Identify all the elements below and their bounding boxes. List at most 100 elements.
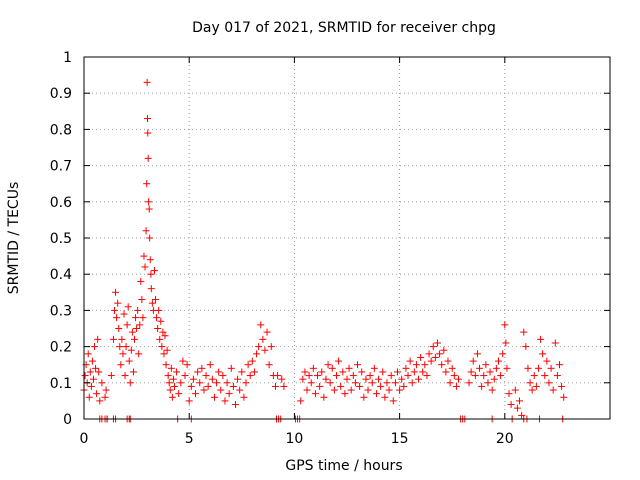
x-tick-label: 15: [391, 431, 409, 447]
data-point: [246, 372, 254, 380]
data-point: [215, 368, 223, 376]
data-point: [404, 372, 412, 380]
data-point: [96, 397, 104, 405]
data-point: [436, 350, 444, 358]
data-point: [516, 397, 524, 405]
data-point: [511, 386, 519, 394]
data-point: [148, 299, 156, 307]
axis-ticks: [83, 56, 610, 420]
data-point: [349, 372, 357, 380]
data-point: [299, 375, 307, 383]
y-tick-label: 0.5: [50, 231, 72, 247]
data-point: [219, 372, 227, 380]
data-point: [362, 375, 370, 383]
data-point: [198, 364, 206, 372]
data-point: [166, 386, 174, 394]
data-point: [223, 379, 231, 387]
data-point: [107, 372, 115, 380]
data-point: [156, 335, 164, 343]
data-point: [465, 379, 473, 387]
data-point: [127, 346, 135, 354]
data-point: [530, 372, 538, 380]
data-point: [120, 310, 128, 318]
data-point: [467, 368, 475, 376]
data-point: [423, 372, 431, 380]
data-point: [112, 288, 120, 296]
data-point: [227, 364, 235, 372]
data-point: [280, 382, 288, 390]
data-point: [124, 303, 132, 311]
data-point: [351, 379, 359, 387]
data-point: [419, 368, 427, 376]
data-point: [537, 335, 545, 343]
data-point: [81, 372, 89, 380]
data-point: [126, 379, 134, 387]
data-point: [179, 357, 187, 365]
data-point: [109, 335, 117, 343]
data-point: [366, 372, 374, 380]
data-point: [101, 393, 109, 401]
data-point: [118, 335, 126, 343]
data-point: [311, 390, 319, 398]
data-point: [168, 393, 176, 401]
data-point: [139, 314, 147, 322]
data-point: [150, 267, 158, 275]
data-point: [271, 382, 279, 390]
data-point: [518, 411, 526, 419]
data-point: [417, 353, 425, 361]
data-point: [95, 368, 103, 376]
data-point: [196, 379, 204, 387]
data-point: [137, 277, 145, 285]
data-point: [221, 397, 229, 405]
data-point: [194, 368, 202, 376]
data-point: [532, 382, 540, 390]
data-point: [138, 296, 146, 304]
data-point: [502, 339, 510, 347]
data-point: [231, 401, 239, 409]
data-point: [134, 306, 142, 314]
data-point: [84, 350, 92, 358]
data-point: [116, 343, 124, 351]
x-tick-label: 20: [496, 431, 514, 447]
data-point: [406, 357, 414, 365]
data-point: [165, 379, 173, 387]
y-tick-label: 0.8: [50, 122, 72, 138]
data-point: [360, 393, 368, 401]
data-point: [478, 382, 486, 390]
data-point: [476, 364, 484, 372]
data-point: [169, 375, 177, 383]
data-point: [234, 375, 242, 383]
data-point: [480, 372, 488, 380]
data-point: [513, 404, 521, 412]
data-point: [400, 382, 408, 390]
data-point: [372, 390, 380, 398]
data-point: [202, 372, 210, 380]
data-point: [505, 390, 513, 398]
data-point: [484, 379, 492, 387]
data-point: [398, 375, 406, 383]
data-point: [189, 375, 197, 383]
data-point: [534, 364, 542, 372]
data-point: [391, 379, 399, 387]
data-point: [488, 386, 496, 394]
x-axis-title: GPS time / hours: [285, 458, 402, 474]
data-point: [547, 364, 555, 372]
data-point: [263, 328, 271, 336]
y-tick-label: 0.7: [50, 159, 72, 175]
data-point: [318, 368, 326, 376]
data-point: [358, 368, 366, 376]
data-point: [558, 382, 566, 390]
data-point: [438, 361, 446, 369]
data-point: [162, 361, 170, 369]
data-point: [377, 382, 385, 390]
data-point: [442, 368, 450, 376]
data-point: [161, 332, 169, 340]
data-point: [144, 129, 152, 137]
data-point: [170, 382, 178, 390]
x-tick-label: 5: [185, 431, 194, 447]
data-point: [129, 368, 137, 376]
data-point: [431, 353, 439, 361]
data-point: [328, 364, 336, 372]
data-point: [499, 350, 507, 358]
data-point: [144, 154, 152, 162]
